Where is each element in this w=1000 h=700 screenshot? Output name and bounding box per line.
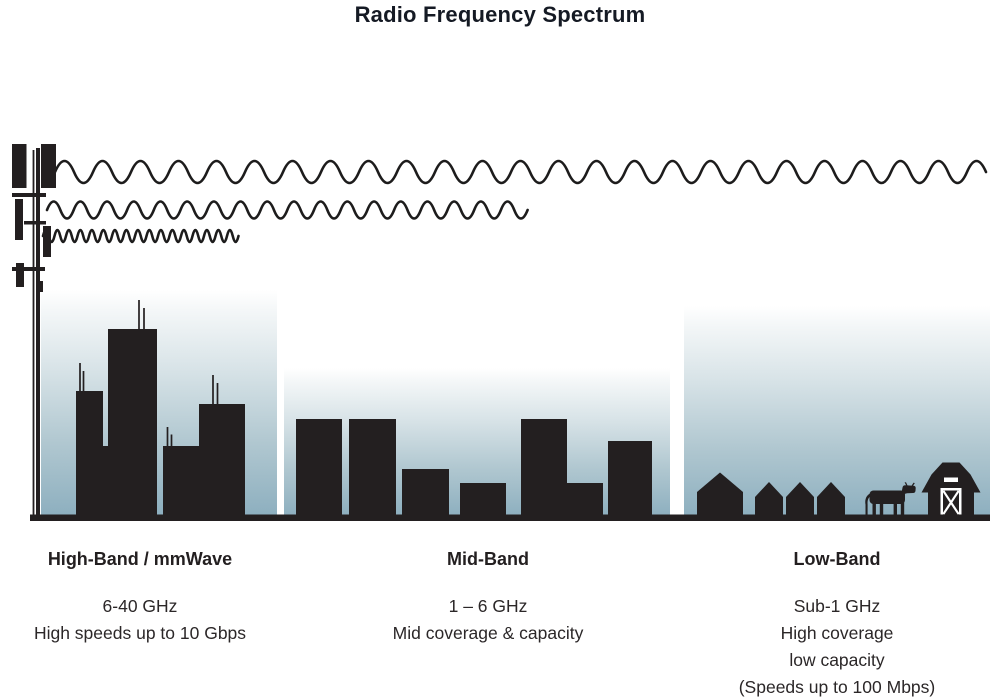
band-detail-line: High speeds up to 10 Gbps bbox=[33, 623, 247, 643]
low-band-label: Low-Band Sub-1 GHz High coverage low capac… bbox=[697, 549, 977, 700]
band-detail-line: 6-40 GHz bbox=[102, 596, 178, 616]
band-title: High-Band / mmWave bbox=[47, 549, 233, 569]
short-wavelength-wave bbox=[41, 228, 240, 244]
rooftop-antennas bbox=[79, 300, 219, 446]
band-details: Sub-1 GHz High coverage low capacity (Speed… bbox=[697, 593, 977, 700]
high-band-skyline-icon bbox=[76, 300, 245, 517]
band-title: Mid-Band bbox=[447, 549, 529, 569]
page-title: Radio Frequency Spectrum bbox=[354, 2, 646, 27]
mid-band-skyline-icon bbox=[296, 419, 652, 517]
ground-baseline bbox=[30, 514, 990, 521]
house-icon bbox=[786, 482, 814, 517]
band-details: 1 – 6 GHz Mid coverage & capacity bbox=[348, 593, 628, 647]
medium-wavelength-wave bbox=[45, 200, 529, 220]
high-band-label: High-Band / mmWave 6-40 GHz High speeds u… bbox=[0, 549, 280, 647]
house-icon bbox=[817, 482, 845, 517]
mid-band-label: Mid-Band 1 – 6 GHz Mid coverage & capacit… bbox=[348, 549, 628, 647]
barn-icon bbox=[921, 462, 981, 517]
band-detail-line: High coverage bbox=[780, 623, 894, 643]
long-wavelength-wave bbox=[53, 159, 988, 185]
band-detail-line: 1 – 6 GHz bbox=[448, 596, 528, 616]
cell-tower-icon bbox=[12, 144, 56, 516]
band-details: 6-40 GHz High speeds up to 10 Gbps bbox=[0, 593, 280, 647]
band-detail-line: low capacity bbox=[789, 650, 885, 670]
low-band-village-icon bbox=[697, 462, 981, 517]
band-detail-line: (Speeds up to 100 Mbps) bbox=[738, 677, 936, 697]
band-detail-line: Mid coverage & capacity bbox=[392, 623, 584, 643]
band-title: Low-Band bbox=[793, 549, 881, 569]
cow-icon bbox=[865, 482, 916, 517]
band-detail-line: Sub-1 GHz bbox=[793, 596, 881, 616]
house-icon bbox=[697, 472, 743, 517]
radio-waves bbox=[41, 159, 988, 244]
house-icon bbox=[755, 482, 783, 517]
